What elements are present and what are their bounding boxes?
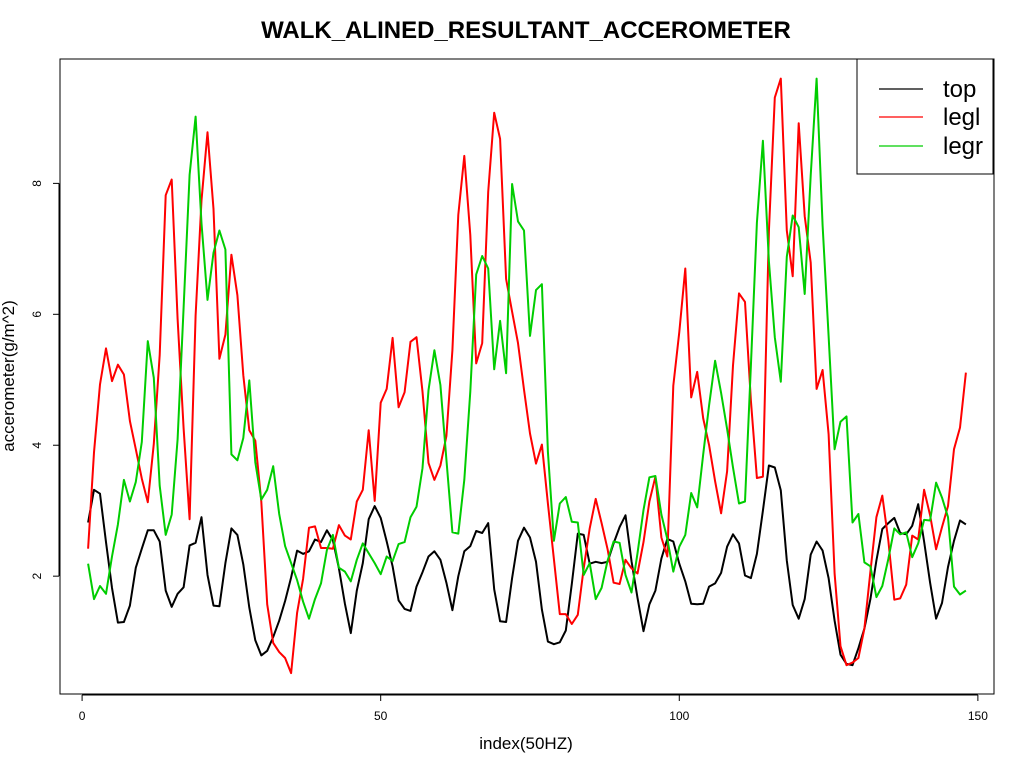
- y-axis-label: accerometer(g/m^2): [0, 300, 18, 452]
- chart-title: WALK_ALINED_RESULTANT_ACCEROMETER: [261, 17, 791, 44]
- y-axis: 2 4 6 8: [30, 180, 60, 580]
- series-line-top: [87, 464, 967, 667]
- y-tick-label: 8: [30, 180, 44, 187]
- x-tick-label: 100: [669, 709, 689, 723]
- series-line-legl: [87, 77, 967, 675]
- x-tick-label: 50: [374, 709, 388, 723]
- legend-label-legr: legr: [943, 133, 983, 160]
- y-tick-label: 4: [30, 442, 44, 449]
- y-tick-label: 6: [30, 311, 44, 318]
- plot-frame: [59, 58, 995, 695]
- series-layer: [87, 77, 967, 675]
- legend-label-legl: legl: [943, 104, 980, 131]
- x-axis: 0 50 100 150: [79, 694, 988, 723]
- legend: top legl legr: [856, 58, 994, 175]
- legend-label-top: top: [943, 76, 976, 103]
- x-tick-label: 150: [968, 709, 988, 723]
- x-tick-label: 0: [79, 709, 86, 723]
- x-axis-label: index(50HZ): [479, 734, 573, 753]
- y-tick-label: 2: [30, 573, 44, 580]
- series-line-legr: [87, 77, 967, 620]
